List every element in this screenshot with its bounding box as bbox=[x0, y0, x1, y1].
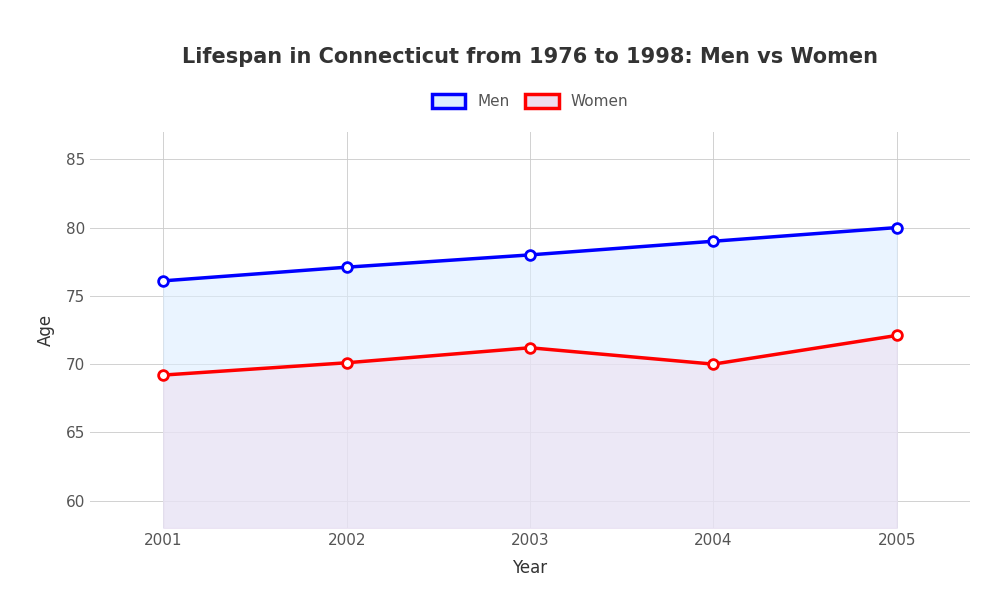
X-axis label: Year: Year bbox=[512, 559, 548, 577]
Title: Lifespan in Connecticut from 1976 to 1998: Men vs Women: Lifespan in Connecticut from 1976 to 199… bbox=[182, 47, 878, 67]
Legend: Men, Women: Men, Women bbox=[425, 88, 635, 115]
Y-axis label: Age: Age bbox=[37, 314, 55, 346]
